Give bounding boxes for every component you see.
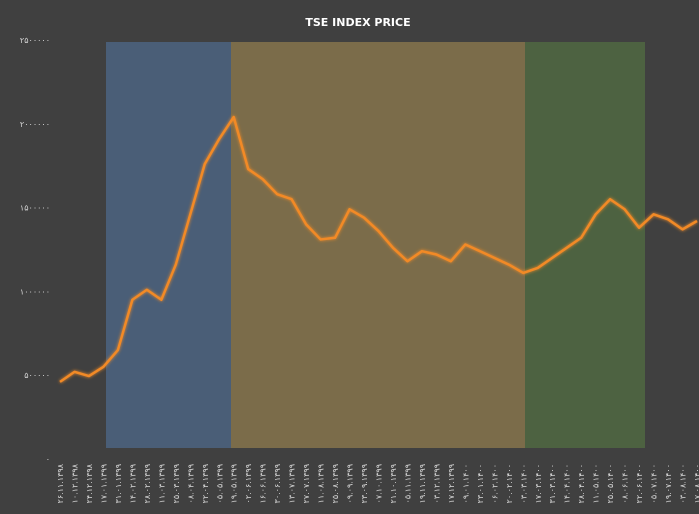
period-band [231, 42, 525, 448]
x-tick-label: ۳۱.۰۱.۱۳۹۹ [114, 464, 123, 503]
x-tick-label: ۰۶.۰۲.۱۴۰۰ [490, 464, 499, 503]
x-tick-label: ۰۹.۰۱.۱۴۰۰ [461, 464, 470, 503]
y-tick-label: ۰ [46, 455, 50, 464]
x-tick-label: ۲۶.۱۱.۱۳۹۸ [56, 463, 65, 503]
x-tick-label: ۰۲.۰۶.۱۳۹۹ [244, 464, 253, 503]
x-tick-label: ۰۳.۰۳.۱۴۰۰ [519, 464, 528, 503]
x-tick-label: ۲۲.۰۶.۱۴۰۰ [635, 464, 644, 503]
period-band [525, 42, 645, 448]
x-tick-label: ۱۹.۰۷.۱۴۰۰ [664, 464, 673, 503]
x-tick-label: ۱۹.۰۵.۱۳۹۹ [230, 464, 239, 503]
x-tick-label: ۲۰.۰۲.۱۴۰۰ [505, 464, 514, 503]
x-tick-label: ۲۲.۰۴.۱۳۹۹ [201, 464, 210, 503]
x-tick-label: ۱۱.۰۸.۱۳۹۹ [317, 464, 326, 503]
x-tick-label: ۱۴.۰۲.۱۳۹۹ [128, 464, 137, 503]
x-tick-label: ۰۳.۱۲.۱۳۹۹ [432, 464, 441, 503]
x-tick-label: ۲۳.۰۱.۱۴۰۰ [476, 464, 485, 503]
x-tick-label: ۱۷.۱۲.۱۳۹۹ [447, 464, 456, 503]
x-tick-label: ۰۸.۰۴.۱۳۹۹ [186, 464, 195, 503]
x-tick-label: ۰۵.۰۵.۱۳۹۹ [215, 464, 224, 503]
y-tick-label: ۵۰۰۰۰۰ [24, 371, 50, 380]
x-tick-label: ۰۸.۰۶.۱۴۰۰ [621, 464, 630, 503]
x-tick-label: ۲۷.۰۷.۱۳۹۹ [302, 464, 311, 503]
x-tick-label: ۲۸.۰۴.۱۴۰۰ [577, 464, 586, 503]
x-tick-label: ۱۷.۰۱.۱۳۹۹ [99, 464, 108, 503]
x-tick-label: ۰۳.۰۸.۱۴۰۰ [679, 464, 688, 503]
x-tick-label: ۱۷.۰۳.۱۴۰۰ [534, 464, 543, 503]
x-tick-label: ۱۱.۰۳.۱۳۹۹ [157, 464, 166, 503]
chart-title: TSE INDEX PRICE [305, 16, 410, 29]
x-tick-label: ۳۱.۰۳.۱۴۰۰ [548, 464, 557, 503]
x-tick-label: ۰۵.۰۷.۱۴۰۰ [650, 464, 659, 503]
y-tick-label: ۲۰۰۰۰۰۰ [20, 120, 50, 129]
period-band [106, 42, 231, 448]
x-tick-label: ۰۵.۱۱.۱۳۹۹ [403, 464, 412, 503]
y-tick-label: ۲۵۰۰۰۰۰ [20, 36, 50, 45]
x-tick-label: ۱۰.۱۲.۱۳۹۸ [70, 463, 79, 503]
x-tick-label: ۲۵.۰۵.۱۴۰۰ [606, 464, 615, 503]
x-tick-label: ۲۵.۰۸.۱۳۹۹ [331, 464, 340, 503]
x-tick-label: ۰۷.۱۰.۱۳۹۹ [375, 464, 384, 503]
x-tick-label: ۱۱.۰۵.۱۴۰۰ [592, 464, 601, 503]
x-tick-label: ۲۸.۰۲.۱۳۹۹ [143, 464, 152, 503]
y-tick-label: ۱۰۰۰۰۰۰ [20, 287, 50, 296]
x-tick-label: ۲۴.۱۲.۱۳۹۸ [85, 463, 94, 503]
x-tick-label: ۰۹.۰۹.۱۳۹۹ [346, 464, 355, 503]
x-tick-label: ۱۶.۰۶.۱۳۹۹ [259, 464, 268, 503]
x-tick-label: ۱۷.۰۸.۱۴۰۰ [693, 464, 699, 503]
x-tick-label: ۳۰.۰۶.۱۳۹۹ [273, 464, 282, 503]
x-tick-label: ۱۳.۰۷.۱۳۹۹ [288, 464, 297, 503]
x-tick-label: ۲۵.۰۳.۱۳۹۹ [172, 464, 181, 503]
x-tick-label: ۲۱.۱۰.۱۳۹۹ [389, 464, 398, 503]
y-tick-label: ۱۵۰۰۰۰۰ [20, 204, 50, 213]
x-tick-label: ۲۳.۰۹.۱۳۹۹ [360, 464, 369, 503]
line-series [59, 115, 698, 383]
x-tick-label: ۱۹.۱۱.۱۳۹۹ [418, 464, 427, 503]
x-tick-label: ۱۴.۰۴.۱۴۰۰ [563, 464, 572, 503]
